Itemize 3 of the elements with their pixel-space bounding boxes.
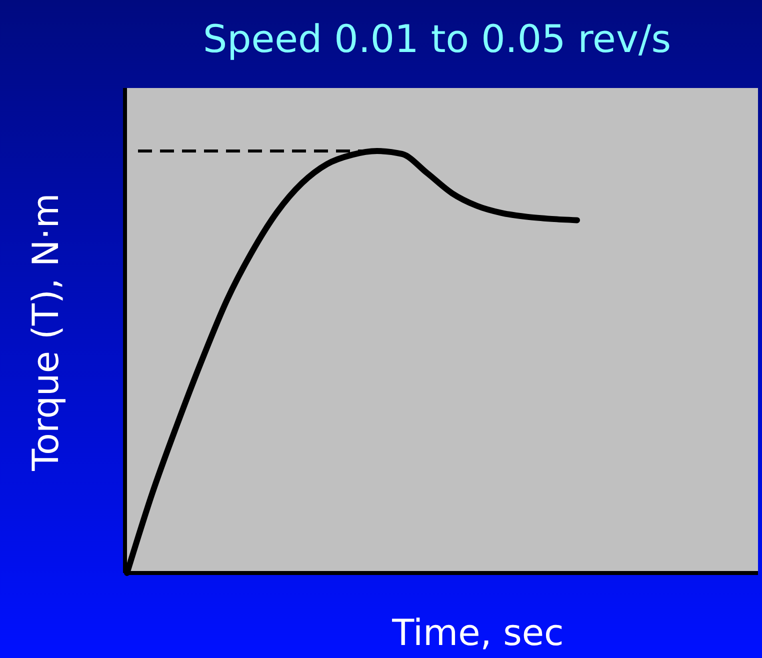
chart-title: Speed 0.01 to 0.05 rev/s xyxy=(202,17,672,61)
x-axis-title: Time, sec xyxy=(391,613,564,654)
y-axis-title: Torque (T), N·m xyxy=(26,193,67,472)
